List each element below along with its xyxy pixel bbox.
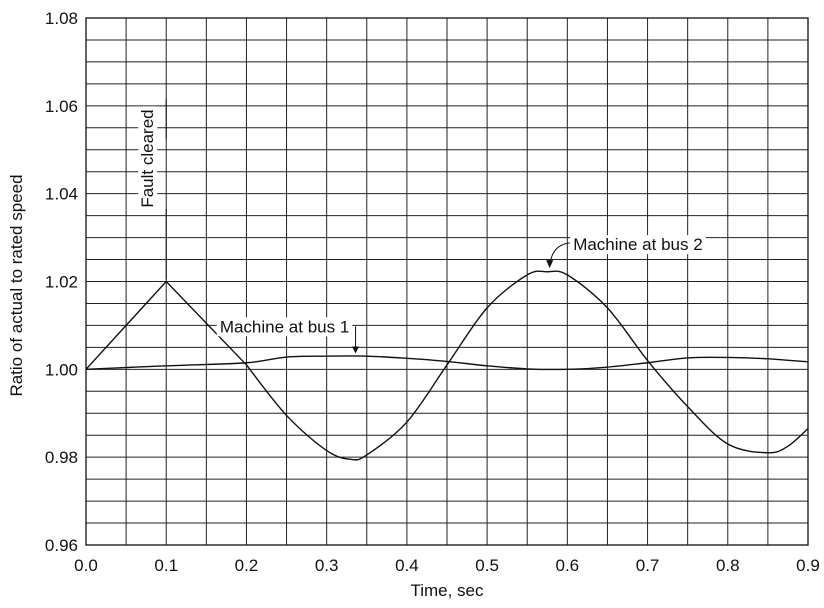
annotation-background [570,235,706,255]
x-tick-label: 0.3 [315,556,339,575]
x-tick-label: 0.0 [74,556,98,575]
x-tick-label: 0.5 [475,556,499,575]
tick-labels: 0.0 0.1 0.2 0.3 0.4 0.5 0.6 0.7 0.8 0.9 0.96 0.98 1.… [45,9,820,575]
x-tick-label: 0.4 [395,556,419,575]
y-tick-label: 1.02 [45,273,78,292]
y-tick-label: 0.96 [45,536,78,555]
series-lines [85,270,809,461]
plot-frame-rect [85,17,809,546]
series-line-machine-bus-1 [85,355,809,371]
annotation-background [138,106,158,211]
y-axis-label: Ratio of actual to rated speed [7,174,26,396]
y-tick-label: 0.98 [45,448,78,467]
y-tick-label: 1.06 [45,97,78,116]
y-tick-label: 1.08 [45,9,78,28]
x-tick-label: 0.8 [716,556,740,575]
annotation-machine-bus-1: Machine at bus 1 [220,317,349,336]
annotation-machine-bus-2: Machine at bus 2 [573,235,702,254]
plot-frame [85,17,809,546]
x-tick-label: 0.6 [556,556,580,575]
x-tick-label: 0.1 [154,556,178,575]
annotation-background [216,317,353,337]
series-line-machine-bus-2 [85,270,809,461]
y-tick-label: 1.00 [45,360,78,379]
x-tick-label: 0.9 [796,556,820,575]
arrow-machine-bus-2 [546,260,554,269]
x-tick-label: 0.7 [636,556,660,575]
x-axis-label: Time, sec [410,581,484,600]
leader-machine-bus-2 [549,242,570,267]
annotation-leaders [165,99,570,354]
x-tick-label: 0.2 [235,556,259,575]
y-tick-label: 1.04 [45,185,78,204]
annotations: Fault cleared Machine at bus 1 Machine a… [138,106,706,337]
arrow-machine-bus-1 [352,346,360,354]
grid [86,18,808,545]
annotation-fault-cleared: Fault cleared [138,109,157,207]
